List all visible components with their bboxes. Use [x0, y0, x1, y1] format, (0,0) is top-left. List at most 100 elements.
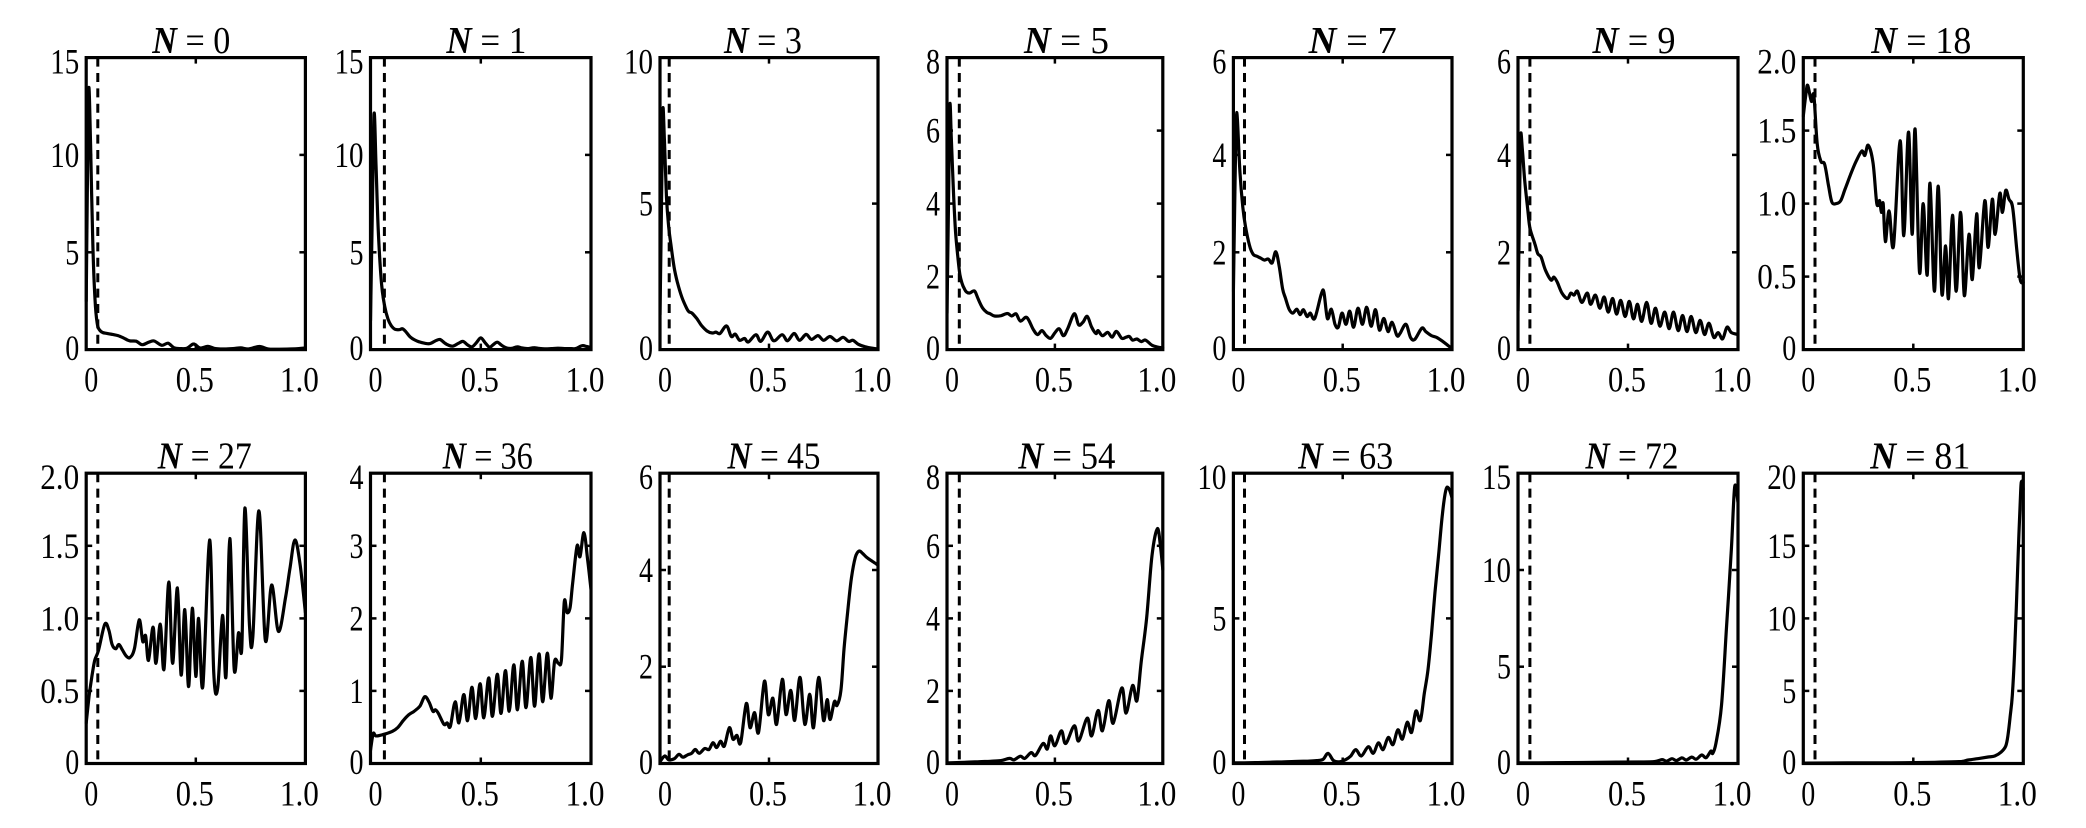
svg-text:4: 4	[1497, 135, 1511, 175]
svg-text:0.5: 0.5	[1608, 774, 1646, 814]
svg-text:0.5: 0.5	[1757, 257, 1796, 297]
svg-text:0: 0	[1801, 360, 1815, 400]
svg-text:0.5: 0.5	[461, 774, 499, 814]
svg-text:1.0: 1.0	[280, 774, 319, 814]
svg-text:15: 15	[335, 42, 364, 82]
svg-text:1.0: 1.0	[1713, 360, 1752, 400]
svg-text:0: 0	[1497, 328, 1511, 368]
svg-text:N = 63: N = 63	[1297, 436, 1393, 478]
svg-text:6: 6	[1497, 42, 1511, 82]
svg-text:0.5: 0.5	[749, 774, 787, 814]
svg-text:0: 0	[1231, 774, 1245, 814]
svg-text:4: 4	[1212, 135, 1226, 175]
svg-text:4: 4	[639, 550, 653, 590]
svg-text:10: 10	[624, 42, 653, 82]
svg-text:0.5: 0.5	[40, 671, 79, 711]
svg-text:2: 2	[639, 647, 653, 687]
svg-text:N = 0: N = 0	[151, 20, 230, 62]
svg-text:2: 2	[926, 671, 940, 711]
svg-text:1.0: 1.0	[1757, 184, 1796, 224]
svg-text:0: 0	[926, 742, 940, 782]
svg-text:2.0: 2.0	[40, 457, 79, 497]
svg-text:0.5: 0.5	[1035, 360, 1073, 400]
svg-text:N = 18: N = 18	[1870, 20, 1971, 62]
svg-text:0: 0	[1782, 328, 1796, 368]
svg-text:N = 72: N = 72	[1585, 436, 1679, 478]
svg-text:6: 6	[1212, 42, 1226, 82]
svg-text:4: 4	[926, 184, 940, 224]
svg-text:0: 0	[1231, 360, 1245, 400]
svg-text:5: 5	[1782, 671, 1796, 711]
svg-text:1.0: 1.0	[40, 598, 79, 638]
svg-text:0.5: 0.5	[461, 360, 499, 400]
svg-text:1.0: 1.0	[853, 774, 892, 814]
svg-text:10: 10	[335, 135, 364, 175]
svg-text:4: 4	[350, 457, 364, 497]
svg-text:0.5: 0.5	[749, 360, 787, 400]
svg-text:0: 0	[1801, 774, 1815, 814]
svg-text:2: 2	[1497, 232, 1511, 272]
svg-text:6: 6	[926, 111, 940, 151]
svg-text:1.0: 1.0	[1427, 774, 1466, 814]
svg-text:1.0: 1.0	[1427, 360, 1466, 400]
svg-text:N = 3: N = 3	[723, 20, 802, 62]
svg-text:0: 0	[945, 774, 959, 814]
svg-text:0: 0	[1516, 360, 1530, 400]
svg-text:0: 0	[639, 742, 653, 782]
svg-text:15: 15	[50, 42, 79, 82]
svg-text:0.5: 0.5	[1035, 774, 1073, 814]
svg-text:0: 0	[1497, 742, 1511, 782]
svg-text:0.5: 0.5	[1893, 774, 1931, 814]
svg-text:0: 0	[350, 328, 364, 368]
svg-text:6: 6	[639, 457, 653, 497]
svg-text:5: 5	[1497, 647, 1511, 687]
svg-text:0: 0	[1782, 742, 1796, 782]
svg-text:0.5: 0.5	[1893, 360, 1931, 400]
svg-text:1.5: 1.5	[1757, 111, 1796, 151]
svg-text:N = 27: N = 27	[157, 436, 252, 478]
svg-text:3: 3	[350, 526, 364, 566]
svg-text:8: 8	[926, 42, 940, 82]
svg-text:0: 0	[1516, 774, 1530, 814]
svg-text:1.0: 1.0	[1137, 774, 1176, 814]
svg-text:1.0: 1.0	[1998, 360, 2037, 400]
svg-text:5: 5	[1212, 598, 1226, 638]
svg-text:6: 6	[926, 526, 940, 566]
svg-text:10: 10	[1197, 457, 1226, 497]
svg-text:N = 81: N = 81	[1869, 436, 1970, 478]
svg-text:10: 10	[1482, 550, 1511, 590]
svg-text:15: 15	[1767, 526, 1796, 566]
svg-text:4: 4	[926, 598, 940, 638]
svg-text:0: 0	[84, 360, 98, 400]
svg-text:1.0: 1.0	[566, 360, 605, 400]
svg-text:1.0: 1.0	[1998, 774, 2037, 814]
svg-text:2: 2	[1212, 232, 1226, 272]
svg-text:1.0: 1.0	[1713, 774, 1752, 814]
svg-text:0: 0	[639, 328, 653, 368]
svg-text:0: 0	[1212, 742, 1226, 782]
svg-text:10: 10	[1767, 598, 1796, 638]
svg-text:0: 0	[65, 328, 79, 368]
svg-text:5: 5	[65, 232, 79, 272]
svg-text:0.5: 0.5	[1608, 360, 1646, 400]
svg-text:2: 2	[350, 598, 364, 638]
svg-text:0: 0	[65, 742, 79, 782]
svg-text:1: 1	[350, 671, 364, 711]
svg-text:0: 0	[926, 328, 940, 368]
svg-text:10: 10	[50, 135, 79, 175]
svg-text:0: 0	[369, 774, 383, 814]
svg-text:0: 0	[350, 742, 364, 782]
svg-text:2.0: 2.0	[1757, 42, 1796, 82]
svg-text:N = 1: N = 1	[445, 20, 526, 62]
svg-text:N = 7: N = 7	[1308, 20, 1397, 62]
svg-text:5: 5	[350, 232, 364, 272]
svg-text:N = 54: N = 54	[1017, 436, 1115, 478]
svg-text:0: 0	[658, 774, 672, 814]
svg-text:0.5: 0.5	[176, 360, 214, 400]
svg-text:N = 9: N = 9	[1592, 20, 1676, 62]
svg-text:2: 2	[926, 257, 940, 297]
svg-text:N = 36: N = 36	[442, 436, 533, 478]
svg-text:8: 8	[926, 457, 940, 497]
svg-text:1.0: 1.0	[1137, 360, 1176, 400]
svg-text:0.5: 0.5	[1323, 360, 1361, 400]
